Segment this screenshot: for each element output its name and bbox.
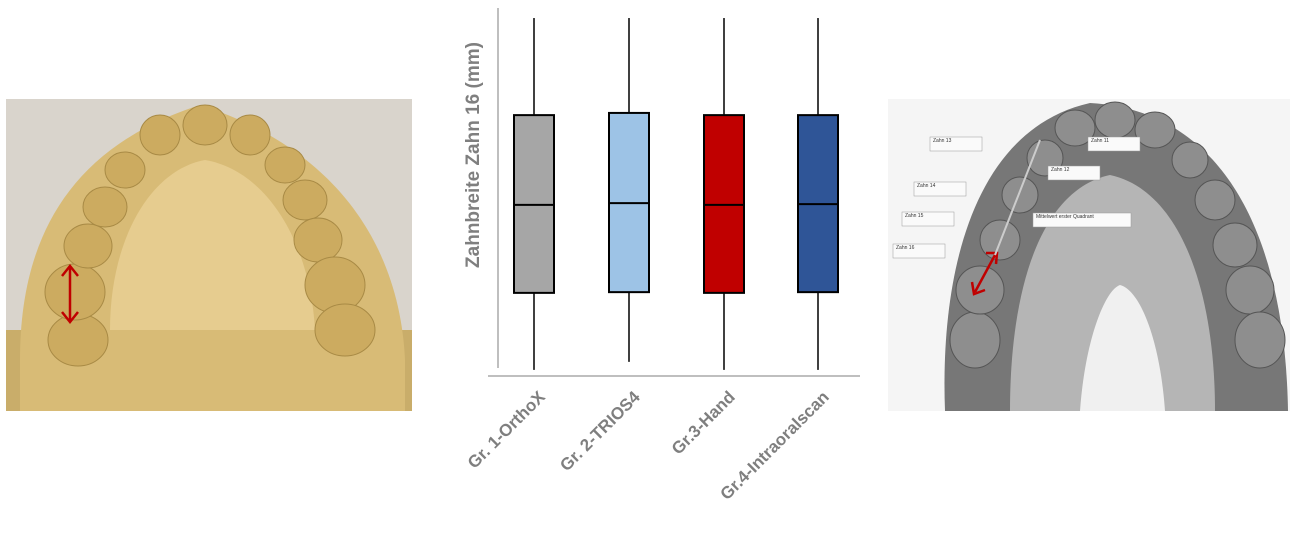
scan-tag: Zahn 12 bbox=[1051, 167, 1070, 173]
scan-tag: Zahn 15 bbox=[905, 213, 924, 219]
scan-tag: Zahn 16 bbox=[896, 245, 915, 251]
scan-tag: Mittelwert erster Quadrant bbox=[1036, 214, 1094, 220]
x-tick-label: Gr. 2-TRIOS4 bbox=[556, 387, 644, 475]
scan-tag: Zahn 14 bbox=[917, 183, 936, 189]
figure: Zahnbreite Zahn 16 (mm) Gr. 1-OrthoXGr. … bbox=[0, 0, 1292, 551]
scan-image: Zahn 13 Zahn 11 Zahn 12 Zahn 14 Zahn 15 Zahn … bbox=[888, 99, 1290, 411]
x-tick-label: Gr.3-Hand bbox=[668, 387, 739, 458]
scan-tag: Zahn 13 bbox=[933, 138, 952, 144]
page: {"chart_data": {"type": "box", "ylabel":… bbox=[0, 0, 1292, 551]
scan-tag: Zahn 11 bbox=[1091, 138, 1109, 144]
y-axis-title: Zahnbreite Zahn 16 (mm) bbox=[463, 42, 484, 268]
x-tick-label: Gr. 1-OrthoX bbox=[464, 387, 549, 472]
cast-photo bbox=[6, 99, 412, 411]
